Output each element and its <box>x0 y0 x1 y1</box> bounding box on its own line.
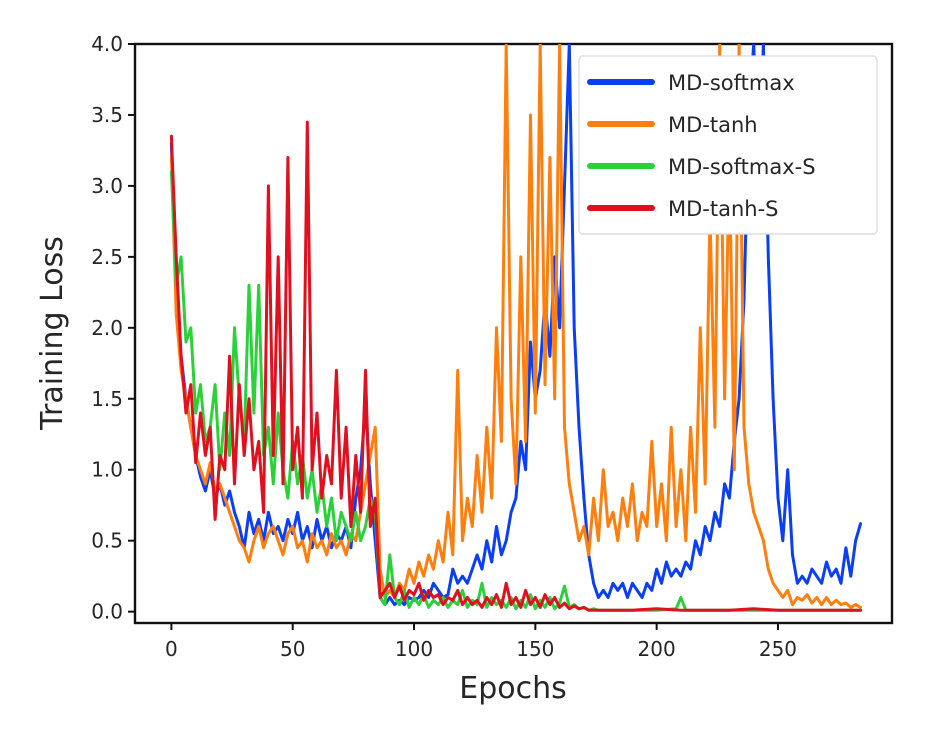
x-axis-label: Epochs <box>459 671 567 706</box>
x-tick-label: 200 <box>638 637 676 661</box>
series-layer <box>169 44 862 612</box>
x-tick-label: 50 <box>280 637 305 661</box>
x-tick-label: 100 <box>395 637 433 661</box>
legend-label: MD-softmax-S <box>668 155 816 179</box>
legend-label: MD-softmax <box>668 71 795 95</box>
x-tick-label: 150 <box>516 637 554 661</box>
legend-label: MD-tanh <box>668 113 758 137</box>
y-tick-label: 1.0 <box>91 458 123 482</box>
y-axis-label: Training Loss <box>35 236 70 431</box>
y-tick-label: 3.0 <box>91 174 123 198</box>
y-tick-label: 4.0 <box>91 32 123 56</box>
x-tick-label: 0 <box>165 637 178 661</box>
plot-frame <box>133 42 894 625</box>
y-tick-label: 1.5 <box>91 387 123 411</box>
x-axis-ticks: 0 50 100 150 200 250 <box>165 623 797 661</box>
y-tick-label: 0.5 <box>91 529 123 553</box>
series-line-md-tanh <box>169 44 862 609</box>
series-line-md-softmax <box>169 44 862 607</box>
y-tick-label: 0.0 <box>91 600 123 624</box>
y-axis-ticks: 0.0 0.5 1.0 1.5 2.0 2.5 3.0 3.5 4.0 <box>91 32 135 624</box>
legend: MD-softmax MD-tanh MD-softmax-S MD-tanh-S <box>578 55 878 235</box>
y-tick-label: 2.5 <box>91 245 123 269</box>
x-tick-label: 250 <box>759 637 797 661</box>
plot-area: 0 50 100 150 200 250 0.0 0.5 1.0 1.5 2.0 2.5 3.0 3.5… <box>91 32 894 661</box>
legend-frame <box>578 55 878 235</box>
y-tick-label: 2.0 <box>91 316 123 340</box>
y-tick-label: 3.5 <box>91 103 123 127</box>
series-line-md-tanh-s <box>169 120 862 612</box>
legend-label: MD-tanh-S <box>668 197 779 221</box>
